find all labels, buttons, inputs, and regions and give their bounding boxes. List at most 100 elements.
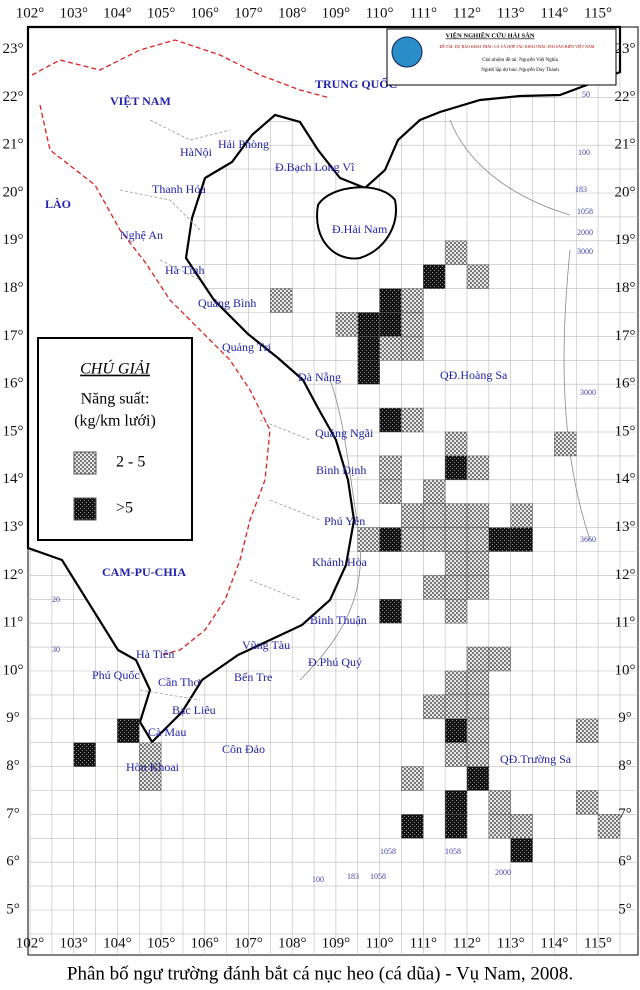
catch-cell: [357, 336, 380, 361]
legend-swatch: [73, 451, 97, 475]
longitude-label: 110°: [366, 935, 394, 951]
catch-cell: [510, 814, 533, 839]
depth-label: 100: [578, 148, 590, 157]
longitude-label: 103°: [59, 5, 88, 21]
catch-cell: [73, 742, 96, 767]
catch-cell: [466, 694, 490, 720]
latitude-label: 11°: [615, 615, 635, 631]
catch-cell: [488, 527, 511, 552]
cells: [73, 240, 621, 863]
legend-label: 2 - 5: [116, 454, 145, 471]
latitude-label: 18°: [3, 280, 24, 296]
catch-cell: [466, 670, 490, 696]
catch-cell: [401, 766, 424, 791]
catch-cell: [510, 503, 533, 528]
catch-cell: [401, 503, 424, 528]
legend-swatch: [73, 497, 97, 521]
catch-cell: [488, 790, 511, 815]
latitude-label: 21°: [615, 137, 636, 153]
labels: 102° 102° 103° 103° 104° 104° 105° 105° 106° 106°…: [3, 5, 636, 951]
place-label: HàNội: [180, 145, 213, 159]
depth-label: 3660: [580, 535, 596, 544]
place-label: Quảng Ngãi: [315, 426, 374, 440]
place-label: Quảng Bình: [198, 296, 256, 310]
longitude-label: 107°: [234, 935, 263, 951]
latitude-label: 20°: [615, 184, 636, 200]
catch-cell: [423, 694, 446, 720]
place-label: Nghệ An: [120, 228, 163, 242]
latitude-label: 10°: [3, 662, 24, 678]
hainan-island: [316, 186, 397, 260]
place-label: QĐ.Trường Sa: [500, 752, 572, 766]
place-label: Đà Nẵng: [298, 370, 341, 384]
depth-label: 1058: [380, 847, 396, 856]
depth-label: 50: [582, 90, 590, 99]
place-label: Phú Quốc: [92, 668, 140, 682]
longitude-label: 114°: [540, 5, 568, 21]
place-label: Bến Tre: [234, 670, 272, 684]
catch-cell: [139, 766, 162, 791]
catch-cell: [401, 288, 424, 313]
place-label: QĐ.Hoàng Sa: [440, 368, 508, 382]
catch-cell: [466, 575, 490, 600]
latitude-label: 12°: [3, 567, 24, 583]
depth-label: 100: [312, 875, 324, 884]
catch-cell: [597, 814, 621, 839]
catch-cell: [466, 766, 490, 791]
longitude-label: 105°: [147, 5, 176, 21]
longitude-label: 103°: [59, 935, 88, 951]
place-label: Cà Mau: [148, 725, 186, 739]
place-label: Đ.Bạch Long Vĩ: [275, 160, 355, 174]
longitude-label: 112°: [453, 935, 481, 951]
longitude-label: 111°: [410, 935, 437, 951]
legend-box: [37, 337, 193, 541]
catch-cell: [444, 742, 468, 767]
longitude-label: 113°: [497, 5, 525, 21]
latitude-label: 22°: [615, 89, 636, 105]
latitude-label: 17°: [615, 328, 636, 344]
latitude-label: 5°: [618, 901, 632, 917]
catch-cell: [444, 670, 468, 696]
depth-label: 20: [52, 595, 60, 604]
catch-cell: [379, 599, 402, 624]
latitude-label: 16°: [3, 376, 24, 392]
longitude-label: 102°: [16, 935, 45, 951]
depth-label: 183: [347, 872, 359, 881]
place-label: VIỆT NAM: [110, 94, 171, 108]
depth-label: 2000: [577, 228, 593, 237]
logo: [391, 36, 423, 68]
place-label: Khánh Hòa: [312, 555, 368, 569]
place-label: Đ.Phú Quý: [308, 655, 362, 669]
catch-cell: [379, 288, 402, 313]
coastline: [26, 25, 622, 744]
place-label: Bạc Liêu: [172, 703, 216, 717]
catch-cell: [401, 407, 424, 433]
catch-cell: [576, 718, 599, 743]
depth-label: 183: [575, 185, 587, 194]
catch-cell: [357, 312, 380, 337]
latitude-label: 7°: [6, 806, 20, 822]
place-label: Hà Tĩnh: [165, 263, 204, 277]
catch-cell: [444, 503, 468, 528]
place-label: CAM-PU-CHIA: [102, 565, 186, 579]
latitude-label: 19°: [615, 232, 636, 248]
catch-cell: [444, 814, 468, 839]
catch-cell: [423, 575, 446, 600]
longitude-label: 106°: [191, 935, 220, 951]
depth-label: 1058: [445, 847, 461, 856]
place-label: Hòn Khoai: [126, 760, 180, 774]
latitude-label: 15°: [615, 423, 636, 439]
catch-cell: [444, 551, 468, 576]
header-leader: Chủ nhiệm đề tài: Nguyễn Viết Nghĩa: [482, 57, 558, 63]
latitude-label: 16°: [615, 376, 636, 392]
caption: Phân bố ngư trường đánh bắt cá nục heo (…: [67, 963, 573, 984]
latitude-label: 5°: [6, 901, 20, 917]
border: [31, 39, 331, 656]
province-boundary: [119, 119, 321, 701]
place-label: Bình Thuận: [310, 613, 367, 627]
longitude-label: 105°: [147, 935, 176, 951]
catch-cell: [444, 599, 468, 624]
catch-cell: [444, 455, 468, 481]
catch-cell: [379, 336, 402, 361]
